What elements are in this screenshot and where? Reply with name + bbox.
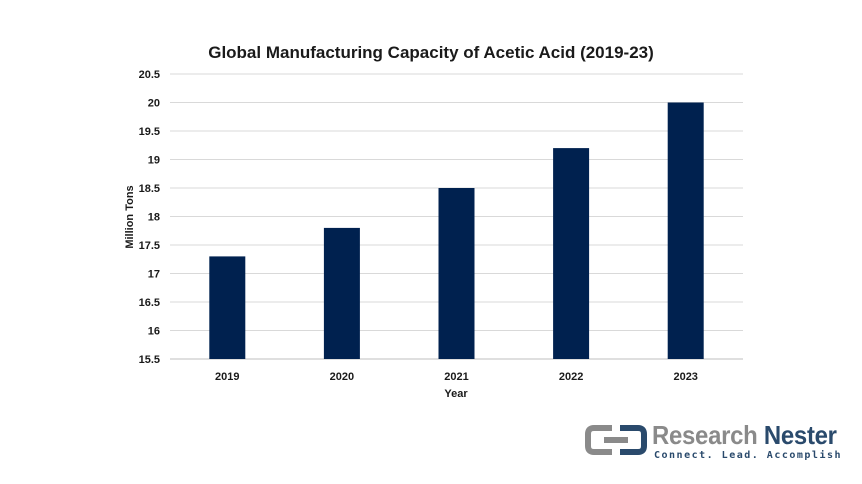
- logo-mark-icon: [585, 425, 647, 455]
- bar-2022: [553, 148, 590, 359]
- x-tick-label: 2023: [673, 371, 697, 383]
- y-tick-label: 16.5: [139, 297, 160, 309]
- bar-2020: [323, 227, 360, 359]
- logo-name-nester: Nester: [763, 420, 837, 450]
- y-axis-ticks: 15.5 16 16.5 17 17.5 18 18.5 19 19.5 20 20.5: [139, 69, 160, 366]
- y-tick-label: 18.5: [139, 183, 160, 195]
- y-axis-label: Million Tons: [124, 185, 136, 248]
- research-nester-logo: Research Nester Connect. Lead. Accomplis…: [584, 418, 854, 468]
- y-tick-label: 20: [148, 98, 160, 110]
- bar-2019: [209, 256, 246, 359]
- logo-name-research: Research: [652, 420, 758, 450]
- bars: [209, 102, 704, 359]
- y-tick-label: 15.5: [139, 354, 160, 366]
- x-tick-label: 2022: [559, 371, 583, 383]
- bar-2021: [438, 188, 475, 359]
- y-tick-label: 19.5: [139, 126, 160, 138]
- logo-name: Research Nester: [652, 420, 837, 451]
- chart-title: Global Manufacturing Capacity of Acetic …: [208, 43, 654, 62]
- logo-tagline: Connect. Lead. Accomplish: [654, 450, 843, 461]
- x-axis-label: Year: [444, 388, 468, 400]
- y-tick-label: 20.5: [139, 69, 160, 81]
- y-tick-label: 17: [148, 269, 160, 281]
- x-tick-label: 2019: [215, 371, 239, 383]
- y-tick-label: 17.5: [139, 240, 160, 252]
- x-tick-label: 2020: [330, 371, 354, 383]
- x-axis-ticks: 2019 2020 2021 2022 2023: [215, 371, 698, 383]
- bar-2023: [667, 102, 704, 359]
- x-tick-label: 2021: [444, 371, 468, 383]
- y-tick-label: 18: [148, 212, 160, 224]
- y-tick-label: 19: [148, 155, 160, 167]
- y-tick-label: 16: [148, 326, 160, 338]
